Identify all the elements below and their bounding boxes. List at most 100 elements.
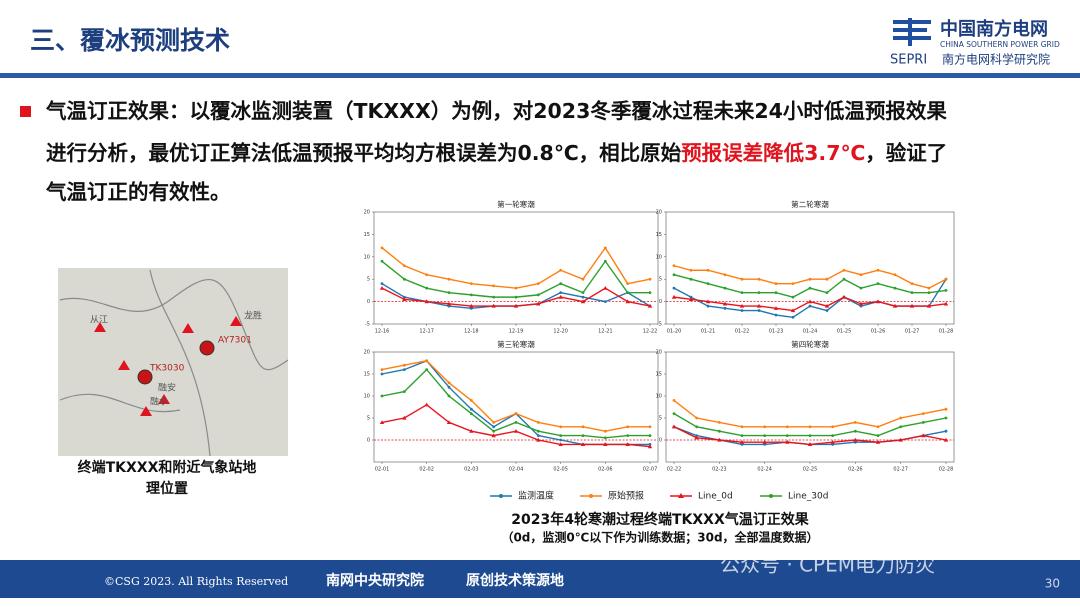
x-tick-label: 01-24: [803, 329, 818, 335]
marker: [648, 434, 652, 437]
marker: [514, 295, 518, 299]
marker: [695, 425, 699, 429]
marker: [402, 363, 406, 367]
footer-text: 南网中央研究院: [326, 572, 424, 589]
marker: [859, 273, 863, 277]
map: 从江 TK3030 AY7301 龙胜 融安 融水: [58, 268, 289, 457]
plot-area: [373, 351, 659, 463]
y-tick-label: 0: [659, 299, 662, 305]
marker: [807, 299, 813, 304]
marker: [402, 297, 407, 301]
marker: [469, 282, 473, 286]
marker: [492, 425, 496, 429]
marker: [921, 433, 926, 438]
legend-label: 原始预报: [608, 490, 644, 502]
marker: [625, 442, 630, 446]
marker: [875, 299, 881, 304]
marker: [706, 304, 710, 308]
logo-en: CHINA SOUTHERN POWER GRID: [940, 40, 1060, 49]
marker: [785, 425, 789, 429]
header-rule: [0, 73, 1080, 78]
slide-title: 三、覆冰预测技术: [30, 26, 230, 55]
y-tick-label: 20: [364, 350, 370, 356]
x-tick-label: 01-21: [701, 329, 716, 335]
marker: [672, 273, 676, 277]
marker: [626, 425, 630, 429]
y-tick-label: -5: [365, 322, 370, 328]
chart-title: 第三轮寒潮: [497, 339, 535, 349]
marker: [402, 277, 406, 281]
marker: [791, 282, 795, 286]
footer-copyright: ©CSG 2023. All Rights Reserved: [104, 575, 288, 588]
legend-label: Line_30d: [788, 492, 828, 502]
watermark: 公众号 · CPEM电力防灾: [720, 553, 935, 577]
marker: [380, 394, 384, 398]
marker: [773, 306, 779, 310]
marker: [774, 313, 778, 317]
marker: [899, 416, 903, 420]
marker: [807, 442, 813, 446]
marker: [446, 420, 452, 424]
marker: [808, 304, 812, 308]
marker: [536, 301, 541, 306]
marker: [740, 291, 744, 295]
logo-cn: 中国南方电网: [940, 18, 1048, 40]
x-tick-label: 02-03: [464, 467, 479, 473]
marker: [763, 425, 767, 429]
marker: [790, 308, 796, 313]
marker: [648, 291, 652, 295]
marker: [672, 264, 676, 268]
marker: [830, 440, 835, 444]
marker: [647, 444, 653, 449]
y-tick-label: 10: [656, 394, 662, 400]
marker: [581, 277, 585, 281]
map-label: 融安: [158, 382, 176, 394]
marker: [469, 407, 473, 411]
marker: [757, 309, 761, 312]
bullet-line: 气温订正效果：以覆冰监测装置（TKXXX）为例，对2023冬季覆冰过程未来24小…: [45, 99, 947, 123]
y-tick-label: -5: [657, 322, 662, 328]
marker: [893, 286, 897, 290]
logo-sepri: SEPRI: [890, 53, 927, 68]
marker: [603, 436, 607, 440]
marker: [559, 282, 563, 286]
marker: [603, 246, 607, 250]
x-tick-label: 12-19: [509, 329, 524, 335]
marker: [808, 286, 812, 290]
marker: [380, 372, 384, 376]
x-tick-label: 02-05: [553, 467, 568, 473]
marker: [740, 309, 744, 312]
x-tick-label: 01-26: [871, 329, 886, 335]
marker: [603, 259, 607, 263]
marker: [402, 415, 407, 420]
marker: [469, 303, 474, 308]
map-boundary: [59, 269, 289, 457]
marker: [841, 294, 847, 299]
y-tick-label: 5: [367, 416, 370, 422]
marker: [581, 434, 585, 437]
chart-title: 第四轮寒潮: [791, 339, 829, 349]
marker: [876, 268, 880, 272]
x-tick-label: 01-28: [939, 329, 954, 335]
marker: [763, 434, 767, 437]
marker: [513, 429, 519, 433]
marker: [689, 268, 693, 272]
y-tick-label: 20: [656, 210, 662, 216]
text: 进行分析，最优订正算法低温预报平均均方根误差为0.8℃，相比原始: [46, 141, 682, 165]
logo-sub: 南方电网科学研究院: [942, 52, 1050, 67]
marker: [559, 268, 563, 272]
marker: [689, 295, 693, 299]
charts: 第一轮寒潮 -5 0 5 10 15 20 12-16 12-17 12-18 12-19 12-20…: [364, 199, 955, 502]
marker: [626, 434, 630, 437]
marker: [757, 277, 761, 281]
marker: [491, 303, 496, 308]
marker: [380, 368, 384, 371]
marker: [469, 293, 473, 297]
marker: [762, 440, 767, 444]
marker: [740, 277, 744, 281]
marker: [825, 291, 829, 295]
y-tick-label: 5: [367, 277, 370, 283]
marker: [536, 293, 540, 297]
marker: [402, 368, 406, 371]
